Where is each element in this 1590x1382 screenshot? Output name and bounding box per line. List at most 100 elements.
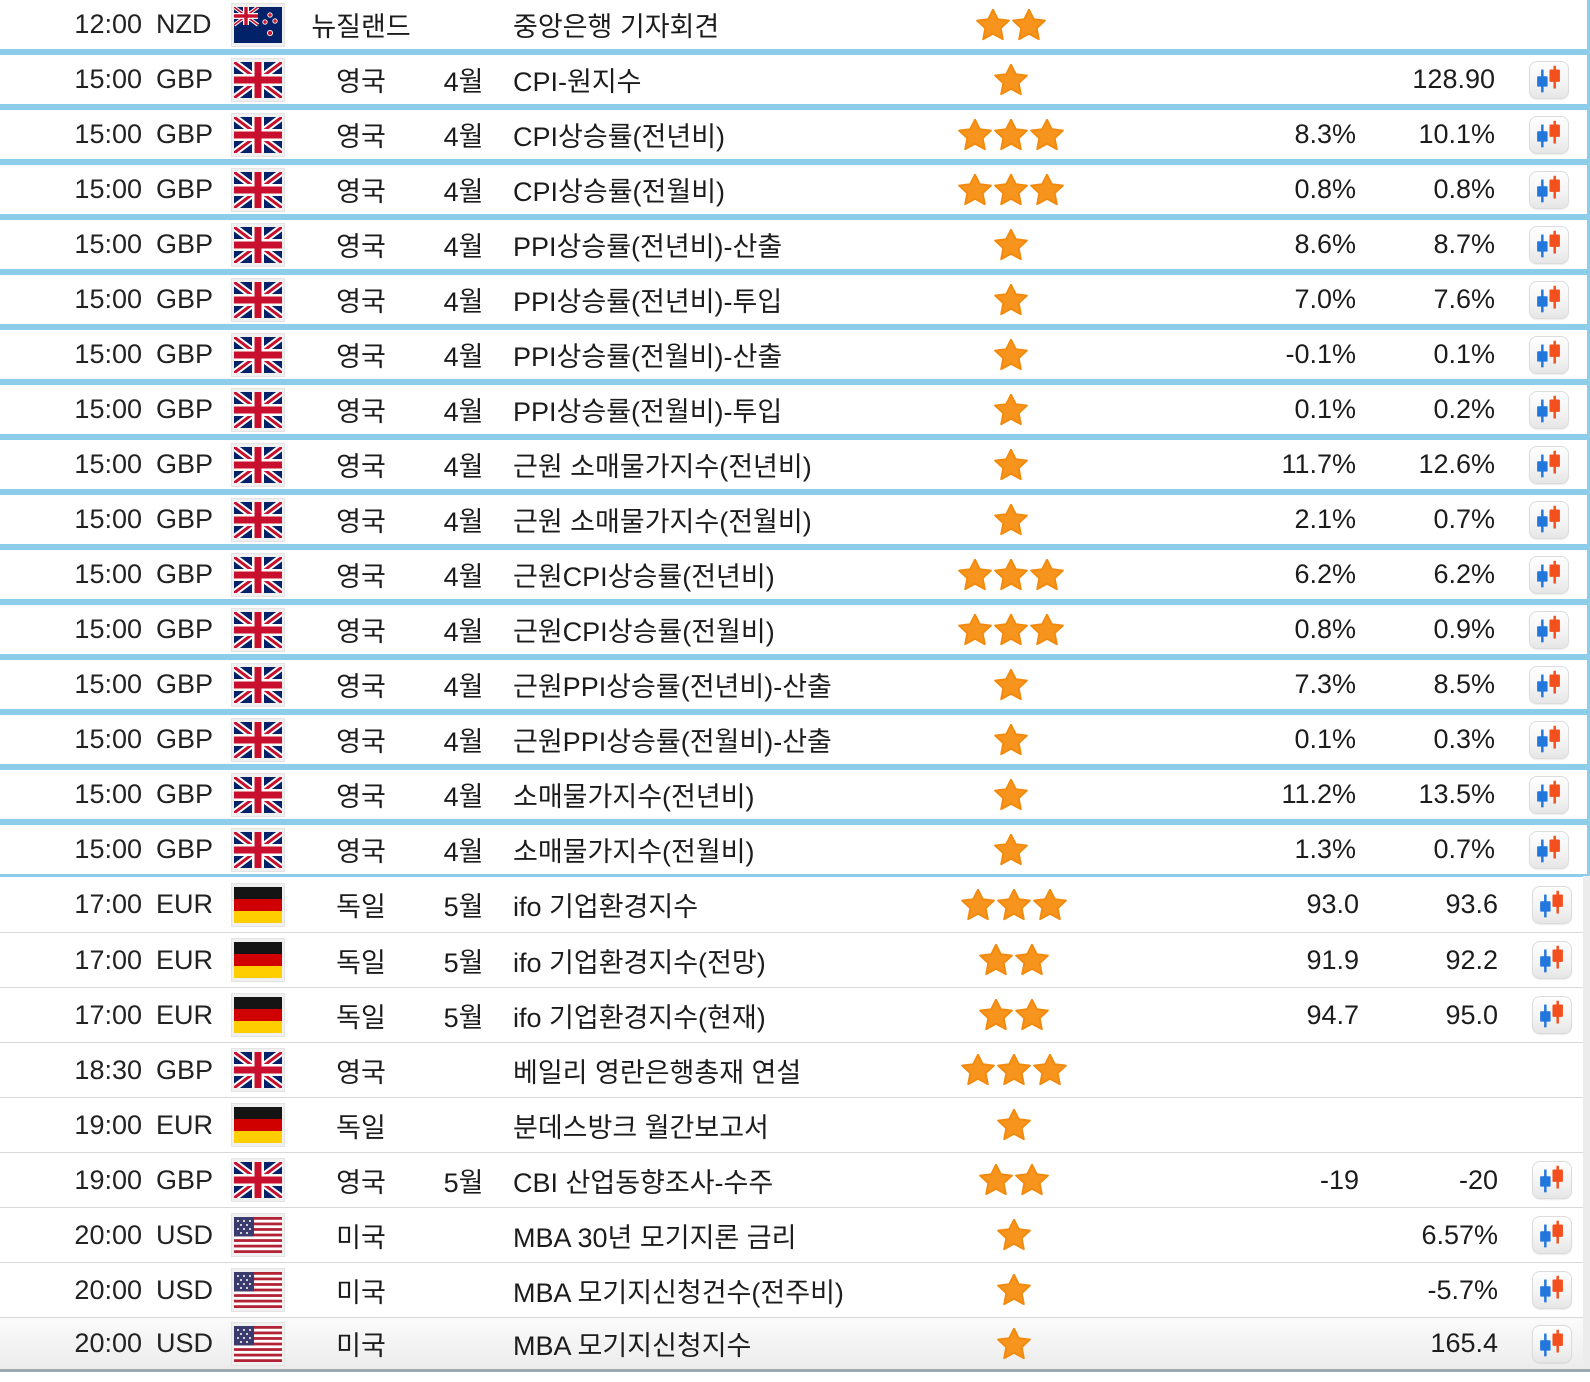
previous-value: 0.7% bbox=[1433, 504, 1495, 534]
star-icon bbox=[958, 118, 992, 150]
event-name[interactable]: CPI상승률(전월비) bbox=[513, 177, 726, 207]
currency-code: USD bbox=[156, 1219, 214, 1250]
event-name[interactable]: PPI상승률(전년비)-투입 bbox=[513, 287, 783, 317]
event-name[interactable]: 중앙은행 기자회견 bbox=[513, 12, 720, 42]
reference-month: 4월 bbox=[443, 122, 484, 152]
price-chart-button[interactable] bbox=[1532, 1324, 1572, 1363]
event-name[interactable]: 분데스방크 월간보고서 bbox=[513, 1112, 769, 1143]
star-icon bbox=[1012, 8, 1046, 40]
table-row: 17:00 EUR 독일 5월 ifo 기업환경지수(전망) 91.9 92.2 bbox=[0, 932, 1590, 987]
importance-stars bbox=[911, 0, 1111, 49]
price-chart-button[interactable] bbox=[1529, 225, 1569, 264]
star-icon bbox=[994, 118, 1028, 150]
currency-code: GBP bbox=[156, 834, 214, 864]
uk-flag-icon bbox=[231, 497, 285, 542]
price-chart-button[interactable] bbox=[1529, 390, 1569, 429]
price-chart-button[interactable] bbox=[1532, 885, 1572, 924]
price-chart-button[interactable] bbox=[1529, 445, 1569, 484]
price-chart-button[interactable] bbox=[1529, 665, 1569, 704]
star-icon bbox=[997, 1054, 1031, 1086]
price-chart-button[interactable] bbox=[1529, 775, 1569, 814]
currency-code: GBP bbox=[156, 559, 214, 589]
table-row: 15:00 GBP 영국 4월 근원CPI상승률(전년비) 6.2% 6.2% bbox=[0, 547, 1590, 602]
event-name[interactable]: 근원 소매물가지수(전월비) bbox=[513, 507, 812, 537]
germany-flag-icon bbox=[231, 993, 285, 1037]
uk-flag-icon bbox=[231, 1158, 285, 1202]
event-name[interactable]: 근원PPI상승률(전월비)-산출 bbox=[513, 727, 832, 757]
forecast-value bbox=[1114, 1263, 1359, 1317]
event-name[interactable]: 근원CPI상승률(전월비) bbox=[513, 617, 775, 647]
forecast-value: 6.2% bbox=[1294, 559, 1356, 589]
star-icon bbox=[997, 1219, 1031, 1251]
candlestick-icon bbox=[1537, 340, 1560, 367]
star-icon bbox=[994, 723, 1028, 755]
price-chart-button[interactable] bbox=[1529, 115, 1569, 154]
uk-flag-icon bbox=[231, 57, 285, 102]
event-name[interactable]: PPI상승률(전월비)-투입 bbox=[513, 397, 783, 427]
price-chart-button[interactable] bbox=[1532, 996, 1572, 1034]
event-name[interactable]: 근원CPI상승률(전년비) bbox=[513, 562, 775, 592]
event-name[interactable]: 근원PPI상승률(전년비)-산출 bbox=[513, 672, 832, 702]
importance-stars bbox=[914, 1208, 1114, 1262]
country-name: 독일 bbox=[336, 1002, 386, 1033]
candlestick-icon bbox=[1540, 945, 1563, 973]
event-time: 15:00 bbox=[74, 394, 142, 424]
price-chart-button[interactable] bbox=[1529, 500, 1569, 539]
price-chart-button[interactable] bbox=[1529, 555, 1569, 594]
star-icon bbox=[979, 1164, 1013, 1196]
price-chart-button[interactable] bbox=[1532, 941, 1572, 979]
price-chart-button[interactable] bbox=[1532, 1161, 1572, 1199]
star-icon bbox=[1030, 118, 1064, 150]
importance-stars bbox=[911, 275, 1111, 324]
table-row: 18:30 GBP 영국 베일리 영란은행총재 연설 bbox=[0, 1042, 1590, 1097]
event-name[interactable]: MBA 모기지신청건수(전주비) bbox=[513, 1277, 844, 1308]
event-name[interactable]: ifo 기업환경지수(전망) bbox=[513, 947, 766, 978]
importance-stars bbox=[911, 110, 1111, 159]
forecast-value bbox=[1114, 1318, 1359, 1369]
event-name[interactable]: MBA 모기지신청지수 bbox=[513, 1331, 752, 1361]
event-time: 19:00 bbox=[74, 1109, 142, 1140]
event-time: 17:00 bbox=[74, 889, 142, 919]
event-name[interactable]: ifo 기업환경지수 bbox=[513, 892, 699, 922]
price-chart-button[interactable] bbox=[1529, 60, 1569, 99]
price-chart-button[interactable] bbox=[1529, 720, 1569, 759]
event-name[interactable]: ifo 기업환경지수(현재) bbox=[513, 1002, 766, 1033]
currency-code: GBP bbox=[156, 614, 214, 644]
star-icon bbox=[994, 338, 1028, 370]
forecast-value: 7.3% bbox=[1294, 669, 1356, 699]
forecast-value bbox=[1114, 1208, 1359, 1262]
currency-code: NZD bbox=[156, 9, 212, 39]
reference-month: 4월 bbox=[443, 507, 484, 537]
table-row: 15:00 GBP 영국 4월 PPI상승률(전년비)-산출 8.6% 8.7% bbox=[0, 217, 1590, 272]
forecast-value: 0.8% bbox=[1294, 614, 1356, 644]
importance-stars bbox=[911, 385, 1111, 434]
event-name[interactable]: 소매물가지수(전월비) bbox=[513, 837, 755, 867]
table-row: 19:00 EUR 독일 분데스방크 월간보고서 bbox=[0, 1097, 1590, 1152]
uk-flag-icon bbox=[231, 717, 285, 762]
event-name[interactable]: CBI 산업동향조사-수주 bbox=[513, 1167, 774, 1198]
star-icon bbox=[958, 558, 992, 590]
event-name[interactable]: MBA 30년 모기지론 금리 bbox=[513, 1222, 797, 1253]
currency-code: USD bbox=[156, 1274, 214, 1305]
price-chart-button[interactable] bbox=[1529, 610, 1569, 649]
candlestick-icon bbox=[1537, 175, 1560, 202]
forecast-value: 8.6% bbox=[1294, 229, 1356, 259]
candlestick-icon bbox=[1537, 450, 1560, 477]
country-name: 영국 bbox=[336, 232, 386, 262]
price-chart-button[interactable] bbox=[1532, 1271, 1572, 1309]
price-chart-button[interactable] bbox=[1529, 280, 1569, 319]
star-icon bbox=[1030, 173, 1064, 205]
event-name[interactable]: CPI-원지수 bbox=[513, 67, 642, 97]
event-name[interactable]: 근원 소매물가지수(전년비) bbox=[513, 452, 812, 482]
price-chart-button[interactable] bbox=[1532, 1216, 1572, 1254]
uk-flag-icon bbox=[231, 222, 285, 267]
price-chart-button[interactable] bbox=[1529, 335, 1569, 374]
event-name[interactable]: PPI상승률(전월비)-산출 bbox=[513, 342, 783, 372]
event-name[interactable]: CPI상승률(전년비) bbox=[513, 122, 726, 152]
price-chart-button[interactable] bbox=[1529, 830, 1569, 869]
event-name[interactable]: 베일리 영란은행총재 연설 bbox=[513, 1057, 802, 1088]
event-name[interactable]: PPI상승률(전년비)-산출 bbox=[513, 232, 783, 262]
event-name[interactable]: 소매물가지수(전년비) bbox=[513, 782, 755, 812]
price-chart-button[interactable] bbox=[1529, 170, 1569, 209]
currency-code: GBP bbox=[156, 724, 214, 754]
